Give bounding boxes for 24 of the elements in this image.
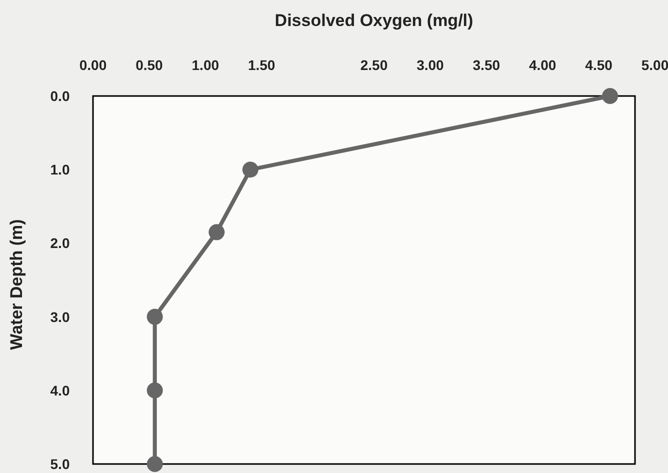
point xyxy=(146,308,163,325)
y-axis-title: Water Depth (m) xyxy=(7,219,26,350)
x-tick-label: 0.50 xyxy=(136,57,164,73)
point xyxy=(208,224,225,240)
point xyxy=(146,382,163,398)
x-tick-label: 5.00 xyxy=(641,57,668,73)
x-tick-label: 3.50 xyxy=(472,57,500,73)
x-axis-title: Dissolved Oxygen (mg/l) xyxy=(274,11,474,30)
point xyxy=(146,456,163,472)
point xyxy=(602,88,618,104)
x-tick-label: 3.00 xyxy=(416,57,444,73)
y-tick-label: 3.0 xyxy=(50,308,70,325)
x-tick-label: 4.50 xyxy=(585,57,613,73)
x-tick-label: 1.50 xyxy=(248,57,276,73)
x-tick-label: 1.00 xyxy=(192,57,220,73)
y-tick-label: 0.0 xyxy=(50,88,70,104)
y-tick-label: 1.0 xyxy=(50,162,70,178)
y-tick-label: 2.0 xyxy=(50,235,70,252)
x-tick-label: 4.00 xyxy=(528,57,556,73)
y-tick-label: 4.0 xyxy=(50,382,70,398)
x-tick-label: 2.50 xyxy=(360,57,388,73)
y-tick-label: 5.0 xyxy=(50,456,70,472)
point xyxy=(242,162,258,178)
x-tick-label: 0.00 xyxy=(79,57,107,73)
